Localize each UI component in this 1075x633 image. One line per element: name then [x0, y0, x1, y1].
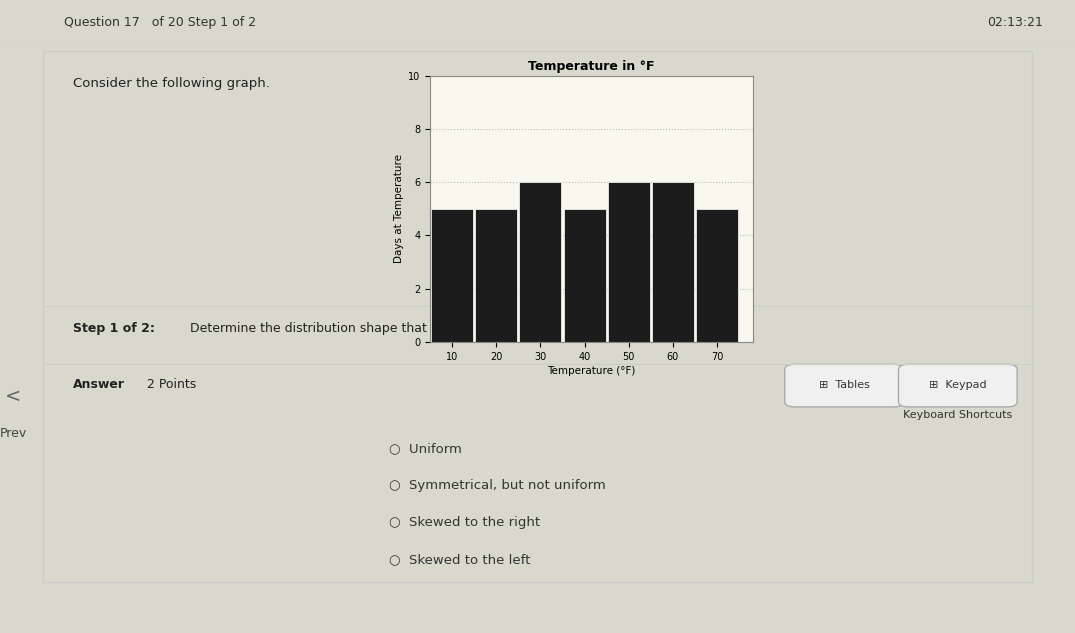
Text: Answer: Answer — [73, 378, 125, 391]
Text: <: < — [5, 387, 22, 406]
Text: Question 17   of 20 Step 1 of 2: Question 17 of 20 Step 1 of 2 — [64, 16, 257, 28]
Bar — [653, 182, 694, 342]
Text: ⊞  Tables: ⊞ Tables — [819, 380, 870, 389]
Text: 02:13:21: 02:13:21 — [987, 16, 1043, 28]
Text: Determine the distribution shape that best describes the given graph.: Determine the distribution shape that be… — [186, 322, 630, 335]
Text: Step 1 of 2:: Step 1 of 2: — [73, 322, 155, 335]
X-axis label: Temperature (°F): Temperature (°F) — [547, 366, 635, 376]
Text: ○  Symmetrical, but not uniform: ○ Symmetrical, but not uniform — [389, 479, 606, 492]
Title: Temperature in °F: Temperature in °F — [528, 60, 655, 73]
Bar — [431, 209, 473, 342]
Text: ○  Skewed to the left: ○ Skewed to the left — [389, 553, 531, 567]
FancyBboxPatch shape — [785, 365, 903, 407]
Bar — [475, 209, 517, 342]
Text: Consider the following graph.: Consider the following graph. — [73, 77, 270, 91]
Text: ○  Skewed to the right: ○ Skewed to the right — [389, 516, 541, 529]
Bar — [607, 182, 649, 342]
Bar — [697, 209, 739, 342]
Y-axis label: Days at Temperature: Days at Temperature — [393, 154, 404, 263]
Bar — [563, 209, 605, 342]
Text: ⊞  Keypad: ⊞ Keypad — [929, 380, 987, 389]
Text: ○  Uniform: ○ Uniform — [389, 442, 462, 454]
Bar — [519, 182, 561, 342]
Text: 2 Points: 2 Points — [147, 378, 196, 391]
FancyBboxPatch shape — [899, 365, 1017, 407]
Text: Keyboard Shortcuts: Keyboard Shortcuts — [903, 410, 1013, 420]
Text: Prev: Prev — [0, 427, 27, 440]
